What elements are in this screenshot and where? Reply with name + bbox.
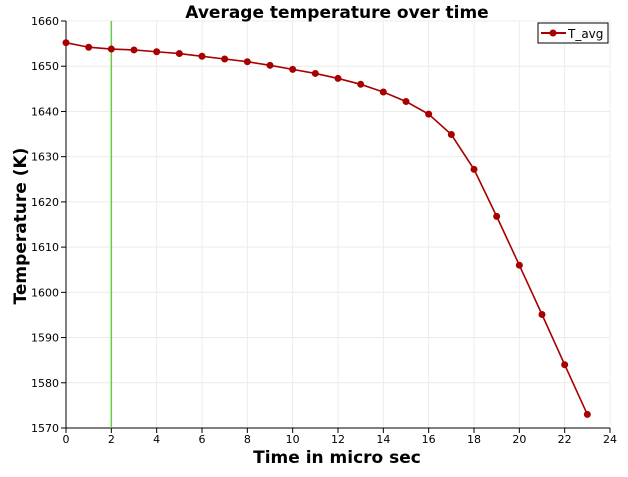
gridlines	[65, 20, 611, 429]
x-tick-label: 0	[63, 433, 70, 446]
data-point	[266, 61, 274, 69]
y-tick-label: 1660	[31, 15, 59, 28]
y-tick-label: 1610	[31, 241, 59, 254]
data-point	[175, 50, 183, 58]
series-layer	[62, 39, 591, 418]
data-point	[334, 74, 342, 82]
x-tick-label: 22	[558, 433, 572, 446]
data-point	[583, 410, 591, 418]
data-point	[289, 65, 297, 73]
x-tick-label: 18	[467, 433, 481, 446]
data-point	[85, 43, 93, 51]
x-axis-label: Time in micro sec	[253, 448, 421, 468]
x-tick-label: 14	[376, 433, 390, 446]
data-point	[402, 97, 410, 105]
legend-box	[537, 22, 609, 44]
x-tick-label: 24	[603, 433, 617, 446]
y-tick-label: 1600	[31, 286, 59, 299]
y-axis-label: Temperature (K)	[11, 148, 31, 305]
data-point	[107, 45, 115, 53]
x-tick-label: 6	[199, 433, 206, 446]
data-point	[153, 48, 161, 56]
y-tick-label: 1650	[31, 60, 59, 73]
x-tick-label: 4	[153, 433, 160, 446]
data-point	[493, 212, 501, 220]
x-tick-label: 16	[422, 433, 436, 446]
data-point	[561, 361, 569, 369]
data-point	[447, 131, 455, 139]
data-point	[198, 52, 206, 60]
chart-title: Average temperature over time	[185, 3, 488, 23]
data-point	[515, 261, 523, 269]
data-point	[425, 110, 433, 118]
data-point	[357, 80, 365, 88]
x-tick-label: 12	[331, 433, 345, 446]
y-tick-label: 1570	[31, 422, 59, 435]
data-point	[379, 88, 387, 96]
legend-label: T_avg	[567, 27, 603, 41]
x-tick-label: 10	[286, 433, 300, 446]
y-tick-label: 1620	[31, 196, 59, 209]
y-tick-label: 1640	[31, 105, 59, 118]
data-point	[311, 69, 319, 77]
y-tick-label: 1590	[31, 332, 59, 345]
series-line-T_avg	[65, 41, 589, 415]
data-point	[130, 46, 138, 54]
legend-marker	[549, 29, 557, 37]
y-tick-label: 1580	[31, 377, 59, 390]
data-point	[221, 55, 229, 63]
data-point	[538, 310, 546, 318]
y-tick-label: 1630	[31, 151, 59, 164]
data-point	[470, 165, 478, 173]
x-tick-label: 2	[108, 433, 115, 446]
x-tick-label: 8	[244, 433, 251, 446]
data-point	[62, 39, 70, 47]
legend: T_avg	[537, 22, 609, 44]
data-point	[243, 58, 251, 66]
axes: 0 2 4 6 8 10 12 14 16 18 20 22 241570158015901600161…	[31, 15, 617, 446]
x-tick-label: 20	[512, 433, 526, 446]
